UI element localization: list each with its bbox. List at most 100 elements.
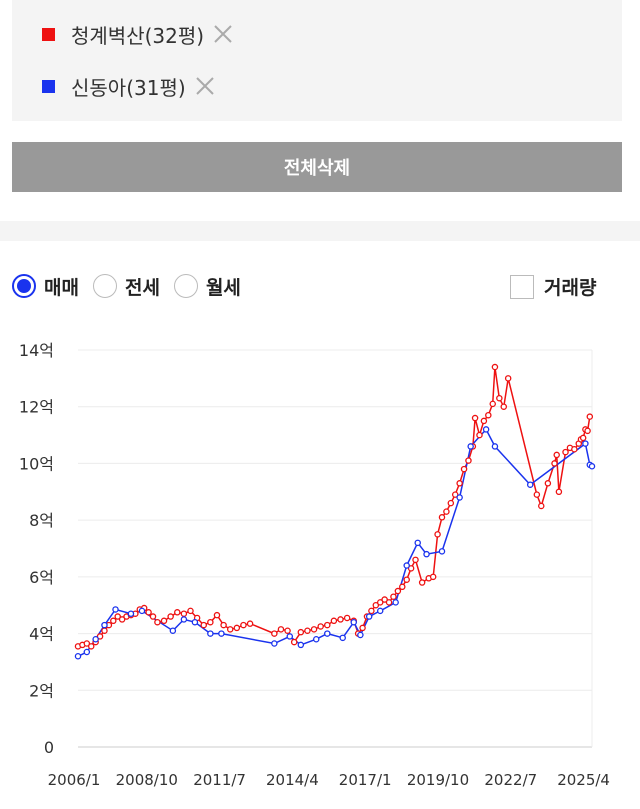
data-point[interactable] (496, 394, 503, 402)
data-point[interactable] (476, 431, 483, 439)
data-point[interactable] (83, 640, 91, 647)
data-point[interactable] (500, 403, 508, 410)
data-point[interactable] (240, 621, 247, 629)
data-point[interactable] (465, 457, 472, 464)
data-point[interactable] (246, 620, 254, 627)
data-point[interactable] (544, 480, 552, 487)
data-point[interactable] (187, 607, 194, 615)
data-point[interactable] (207, 618, 214, 626)
data-point[interactable] (394, 587, 402, 595)
data-point[interactable] (118, 616, 126, 623)
data-point[interactable] (114, 613, 121, 620)
data-point[interactable] (412, 556, 419, 564)
data-point[interactable] (200, 621, 207, 629)
radio-unselected-icon[interactable] (173, 274, 198, 298)
data-point[interactable] (160, 617, 168, 625)
data-point[interactable] (324, 630, 331, 637)
radio-sale[interactable]: 매매 (12, 273, 79, 300)
data-point[interactable] (423, 550, 430, 558)
data-point[interactable] (381, 596, 388, 603)
data-point[interactable] (127, 610, 135, 617)
data-point[interactable] (337, 616, 344, 623)
data-point[interactable] (169, 627, 177, 634)
data-point[interactable] (526, 481, 534, 488)
data-point[interactable] (96, 633, 104, 640)
data-point[interactable] (145, 609, 152, 616)
close-icon[interactable] (212, 23, 234, 45)
data-point[interactable] (233, 624, 241, 632)
data-point[interactable] (460, 465, 468, 473)
data-point[interactable] (403, 562, 410, 569)
radio-monthly-rent[interactable]: 월세 (173, 273, 241, 300)
volume-toggle[interactable]: 거래량 (510, 273, 596, 300)
data-point[interactable] (571, 446, 578, 453)
data-point[interactable] (191, 618, 199, 626)
data-point[interactable] (112, 606, 119, 613)
data-point[interactable] (429, 573, 437, 581)
data-point[interactable] (467, 443, 474, 450)
data-point[interactable] (491, 443, 499, 450)
data-point[interactable] (359, 624, 366, 632)
delete-all-button[interactable]: 전체삭제 (12, 142, 622, 192)
data-point[interactable] (339, 634, 346, 642)
data-point[interactable] (553, 451, 560, 459)
data-point[interactable] (365, 613, 373, 620)
data-point[interactable] (83, 648, 91, 656)
data-point[interactable] (438, 514, 446, 521)
data-point[interactable] (538, 502, 545, 510)
data-point[interactable] (312, 635, 320, 643)
data-point[interactable] (403, 576, 410, 583)
data-point[interactable] (149, 613, 157, 620)
data-point[interactable] (101, 627, 108, 634)
radio-unselected-icon[interactable] (92, 274, 117, 298)
data-point[interactable] (418, 579, 426, 586)
data-point[interactable] (407, 565, 415, 572)
data-point[interactable] (213, 611, 221, 619)
data-point[interactable] (390, 593, 397, 600)
data-point[interactable] (310, 626, 318, 633)
data-point[interactable] (562, 448, 569, 456)
data-point[interactable] (290, 638, 298, 646)
data-point[interactable] (451, 491, 459, 498)
data-point[interactable] (92, 635, 99, 643)
data-point[interactable] (350, 618, 358, 626)
data-point[interactable] (343, 614, 351, 622)
data-point[interactable] (491, 363, 499, 371)
data-point[interactable] (87, 643, 95, 650)
data-point[interactable] (485, 411, 492, 419)
data-point[interactable] (438, 548, 446, 555)
data-point[interactable] (317, 623, 324, 630)
close-icon[interactable] (194, 75, 216, 97)
data-point[interactable] (414, 539, 421, 547)
data-point[interactable] (584, 427, 591, 435)
data-point[interactable] (588, 463, 596, 470)
data-point[interactable] (297, 628, 305, 636)
data-point[interactable] (551, 460, 558, 467)
data-point[interactable] (471, 414, 479, 422)
data-point[interactable] (180, 610, 188, 617)
radio-jeonse[interactable]: 전세 (92, 273, 160, 300)
data-point[interactable] (482, 426, 490, 433)
data-point[interactable] (434, 531, 441, 538)
data-point[interactable] (399, 583, 406, 591)
data-point[interactable] (376, 599, 384, 606)
data-point[interactable] (277, 626, 285, 633)
data-point[interactable] (174, 609, 181, 616)
data-point[interactable] (489, 400, 496, 408)
data-point[interactable] (368, 607, 375, 615)
data-point[interactable] (101, 621, 108, 629)
data-point[interactable] (286, 633, 294, 640)
data-point[interactable] (138, 607, 146, 615)
data-point[interactable] (555, 488, 563, 496)
data-point[interactable] (456, 480, 463, 487)
data-point[interactable] (447, 499, 455, 507)
data-point[interactable] (582, 440, 589, 447)
data-point[interactable] (456, 494, 463, 501)
data-point[interactable] (110, 617, 117, 625)
data-point[interactable] (533, 491, 541, 498)
data-point[interactable] (180, 616, 188, 623)
data-point[interactable] (504, 375, 512, 382)
data-point[interactable] (271, 630, 278, 637)
data-point[interactable] (154, 618, 161, 626)
data-point[interactable] (226, 626, 234, 633)
